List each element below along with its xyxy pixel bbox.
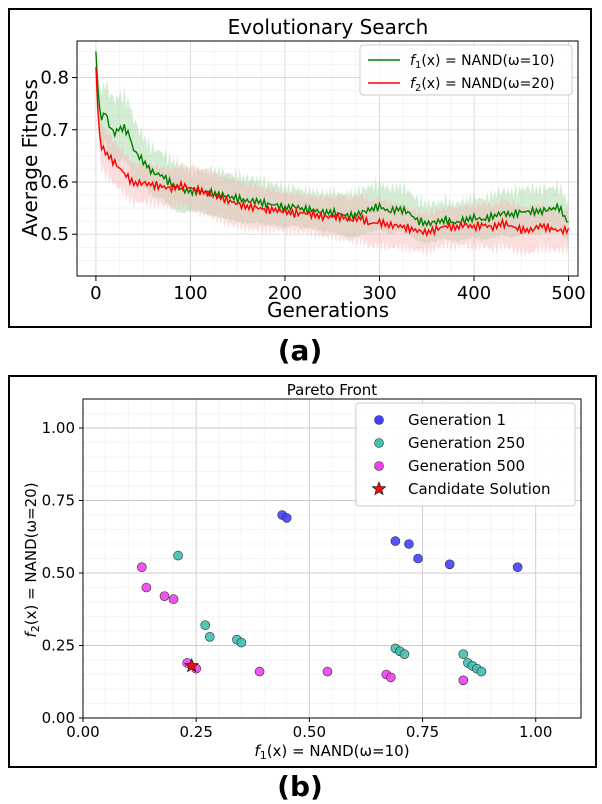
panel-b-legend-box <box>355 402 576 507</box>
legend-label-f2: f2(x) = NAND(ω=20) <box>410 76 555 94</box>
y-tick-label: 0.50 <box>42 564 75 582</box>
point-generation-500 <box>141 582 152 593</box>
x-tick-label: 400 <box>457 283 491 304</box>
y-tick-label: 0.25 <box>42 637 75 655</box>
y-tick-label: 0.5 <box>40 224 69 245</box>
legend-label-candidate-solution: Candidate Solution <box>408 480 551 498</box>
panel-b-ylabel: f2(x) = NAND(ω=20) <box>22 482 42 637</box>
panel-a-axes-frame <box>76 40 579 277</box>
point-generation-1 <box>413 553 423 564</box>
panel-b-label: (b) <box>277 770 323 803</box>
panel-b-title: Pareto Front <box>287 381 378 399</box>
x-tick-label: 0.50 <box>293 723 326 741</box>
panel-a-grid <box>77 41 578 276</box>
x-tick-label: 0.00 <box>66 723 99 741</box>
legend-label-generation-250: Generation 250 <box>408 434 525 452</box>
y-tick-label: 0.7 <box>40 120 69 141</box>
point-generation-250 <box>458 649 469 660</box>
panel-b-xlabel-prefix: f <box>254 742 262 760</box>
point-generation-500 <box>322 666 333 677</box>
panel-b-ylabel-prefix: f <box>22 630 40 638</box>
point-generation-500 <box>159 591 170 602</box>
panel-b-ylabel-suffix: (x) = NAND(ω=20) <box>22 482 40 625</box>
legend-label-generation-500: Generation 500 <box>408 457 525 475</box>
panel-b: Pareto Front 0.00 0.25 0.50 0.75 1.00 0.000.… <box>8 375 597 768</box>
legend-f1-sub: 1 <box>415 60 421 71</box>
point-generation-500 <box>137 562 147 573</box>
point-generation-500 <box>458 675 469 686</box>
panel-b-points <box>137 510 523 686</box>
point-generation-250 <box>236 637 247 648</box>
panel-a-legend: f1(x) = NAND(ω=10) f2(x) = NAND(ω=20) <box>359 44 573 96</box>
panel-b-xlabel-sub: 1 <box>260 749 267 762</box>
legend-f2-prefix: f <box>410 76 417 92</box>
panel-b-yticks: 0.00 0.25 0.50 0.75 1.00 <box>42 419 83 727</box>
panel-a-title: Evolutionary Search <box>228 15 429 39</box>
panel-a-ylabel: Average Fitness <box>18 79 42 237</box>
x-tick-label: 0 <box>90 283 101 304</box>
panel-a-xticks: 0 100 200 300 400 500 <box>90 276 586 304</box>
panel-b-axes-frame <box>82 398 582 719</box>
legend-f2-suffix: (x) = NAND(ω=20) <box>421 76 554 92</box>
x-tick-label: 0.75 <box>406 723 439 741</box>
point-generation-250 <box>399 649 410 660</box>
point-generation-250 <box>200 620 211 631</box>
point-generation-1 <box>390 536 401 546</box>
y-tick-label: 0.75 <box>42 492 75 510</box>
point-generation-1 <box>404 539 414 549</box>
point-generation-250 <box>476 666 487 677</box>
x-tick-label: 100 <box>173 283 207 304</box>
panel-b-xlabel-suffix: (x) = NAND(ω=10) <box>267 742 410 760</box>
x-tick-label: 200 <box>268 283 302 304</box>
point-generation-250 <box>204 631 215 642</box>
panel-a-xlabel: Generations <box>267 298 389 322</box>
y-tick-label: 0.00 <box>42 709 75 727</box>
x-tick-label: 0.25 <box>179 723 212 741</box>
panel-a-label: (a) <box>278 334 323 367</box>
panel-b-legend: Generation 1 Generation 250 Generation 5… <box>355 402 576 507</box>
legend-marker-candidate-solution <box>371 481 387 496</box>
point-generation-500 <box>168 594 179 604</box>
panel-b-legend-markers <box>371 415 387 496</box>
legend-marker-generation-1 <box>374 415 384 425</box>
point-generation-500 <box>386 672 396 683</box>
panel-a-lines <box>95 51 570 238</box>
point-generation-500 <box>254 666 265 677</box>
point-generation-250 <box>173 550 183 561</box>
legend-f1-prefix: f <box>410 53 417 69</box>
y-tick-label: 0.6 <box>40 172 69 193</box>
panel-a: Evolutionary Search 0 100 200 300 400 500 0.5… <box>8 8 592 328</box>
y-tick-label: 1.00 <box>42 419 75 437</box>
y-tick-label: 0.8 <box>40 68 69 89</box>
x-tick-label: 500 <box>551 283 585 304</box>
confidence-band-2 <box>95 62 569 260</box>
panel-a-yticks: 0.5 0.6 0.7 0.8 <box>40 68 77 245</box>
legend-label-generation-1: Generation 1 <box>408 411 506 429</box>
point-generation-1 <box>444 559 455 570</box>
panel-b-xticks: 0.00 0.25 0.50 0.75 1.00 <box>66 718 552 741</box>
panel-b-xlabel: f1(x) = NAND(ω=10) <box>254 742 409 762</box>
x-tick-label: 300 <box>362 283 396 304</box>
x-tick-label: 1.00 <box>519 723 552 741</box>
point-generation-1 <box>281 513 292 523</box>
point-candidate-solution <box>184 657 200 673</box>
legend-marker-generation-500 <box>374 461 384 471</box>
panel-a-legend-box <box>359 44 573 96</box>
panel-b-ylabel-sub: 2 <box>29 625 42 632</box>
legend-label-f1: f1(x) = NAND(ω=10) <box>410 53 555 71</box>
series-line-2 <box>95 67 570 238</box>
legend-f1-suffix: (x) = NAND(ω=10) <box>421 53 554 69</box>
legend-f2-sub: 2 <box>415 83 421 94</box>
legend-marker-generation-250 <box>374 438 384 448</box>
point-generation-1 <box>512 562 523 573</box>
